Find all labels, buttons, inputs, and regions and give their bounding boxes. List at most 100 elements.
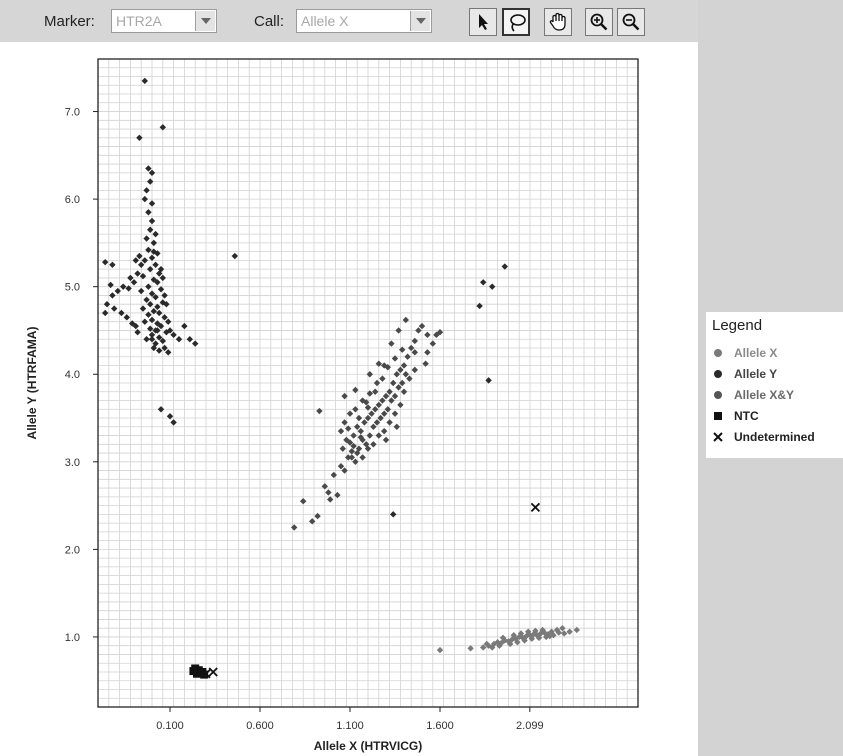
- data-point-allele-x: [507, 640, 514, 648]
- zoom-in-tool-button[interactable]: [585, 8, 613, 36]
- data-point-allele-x-y: [370, 423, 377, 430]
- data-point-allele-y: [147, 300, 154, 308]
- data-point-allele-y: [107, 281, 114, 289]
- circle-marker-icon: [712, 368, 724, 380]
- data-point-allele-x-y: [363, 399, 370, 406]
- y-tick-label: 2.0: [65, 544, 80, 556]
- data-point-allele-x-y: [337, 427, 345, 435]
- data-point-allele-y: [175, 336, 183, 343]
- data-point-allele-x-y: [379, 375, 386, 382]
- data-point-allele-y: [166, 327, 174, 334]
- series-undetermined: [201, 502, 541, 679]
- data-point-allele-x: [566, 628, 573, 635]
- data-point-allele-x-y: [354, 449, 361, 457]
- data-point-allele-x-y: [348, 454, 355, 461]
- data-point-allele-x-y: [393, 423, 400, 430]
- data-point-allele-y: [159, 274, 166, 282]
- data-points: [102, 77, 580, 679]
- data-point-allele-x-y: [352, 406, 359, 413]
- data-point-allele-x-y: [424, 349, 431, 356]
- data-point-allele-y: [134, 270, 141, 277]
- data-point-allele-x-y: [377, 414, 384, 422]
- data-point-allele-y: [161, 292, 168, 299]
- data-point-allele-x: [496, 642, 503, 649]
- lasso-tool-button[interactable]: [502, 8, 530, 36]
- data-point-allele-x: [517, 630, 525, 637]
- data-point-allele-x: [490, 640, 498, 648]
- data-point-allele-x-y: [364, 414, 372, 422]
- data-point-allele-x-y: [395, 327, 402, 334]
- data-point-allele-x-y: [364, 404, 372, 411]
- data-point-allele-x-y: [350, 442, 357, 450]
- data-point-allele-y: [166, 413, 174, 420]
- data-point-allele-x-y: [366, 432, 373, 439]
- data-point-allele-y: [145, 165, 152, 172]
- data-point-allele-y: [480, 279, 487, 286]
- data-point-allele-y: [130, 279, 138, 286]
- data-point-allele-x-y: [411, 349, 418, 356]
- zoom-out-icon: [622, 13, 640, 31]
- data-point-allele-x-y: [357, 434, 364, 441]
- data-point-allele-y: [501, 263, 508, 270]
- arrow-pointer-icon: [479, 14, 488, 30]
- data-point-allele-x-y: [321, 483, 328, 490]
- data-point-allele-x-y: [355, 414, 363, 422]
- chevron-down-icon[interactable]: [195, 11, 215, 31]
- data-point-allele-y: [161, 344, 168, 352]
- data-point-allele-x-y: [346, 410, 354, 417]
- data-point-allele-x: [516, 633, 523, 641]
- data-point-allele-x-y: [361, 419, 368, 426]
- select-tool-button[interactable]: [469, 8, 497, 36]
- data-point-allele-y: [138, 287, 145, 295]
- circle-marker-icon: [712, 389, 724, 401]
- data-point-allele-x-y: [381, 427, 388, 435]
- data-point-allele-x: [543, 633, 550, 641]
- data-point-allele-y: [145, 311, 152, 318]
- data-point-allele-y: [141, 77, 148, 85]
- x-tick-label: 0.600: [246, 720, 274, 732]
- data-point-allele-x: [512, 635, 519, 642]
- data-point-allele-x-y: [341, 467, 348, 474]
- pan-tool-button[interactable]: [544, 8, 572, 36]
- data-point-allele-x: [485, 642, 492, 649]
- data-point-allele-y: [485, 377, 492, 384]
- data-point-allele-x-y: [375, 401, 382, 409]
- data-point-allele-x-y: [375, 360, 382, 367]
- data-point-allele-x: [528, 635, 535, 642]
- data-point-allele-y: [148, 331, 156, 339]
- data-point-allele-x: [489, 644, 496, 651]
- data-point-allele-y: [157, 406, 165, 413]
- data-point-allele-y: [145, 283, 152, 290]
- call-select[interactable]: Allele X: [296, 9, 432, 33]
- data-point-allele-y: [186, 336, 193, 343]
- data-point-allele-x: [535, 634, 543, 642]
- data-point-allele-x: [573, 626, 580, 634]
- data-point-allele-x-y: [415, 327, 422, 334]
- data-point-allele-x-y: [341, 392, 348, 400]
- data-point-allele-x-y: [354, 423, 361, 430]
- data-point-allele-x-y: [352, 458, 359, 466]
- data-point-allele-x-y: [343, 436, 350, 444]
- x-marker-icon: [712, 431, 724, 443]
- chevron-down-icon[interactable]: [410, 11, 430, 31]
- legend-item-label: Allele Y: [734, 367, 778, 381]
- data-point-allele-x-y: [390, 379, 397, 387]
- marker-label: Marker:: [44, 13, 95, 30]
- scatter-plot[interactable]: 1.0 2.0 3.0 4.0 5.0 6.0 7.0 0.100 0.600 1.100 1.60…: [0, 42, 698, 756]
- data-point-allele-x: [519, 634, 526, 642]
- data-point-allele-x-y: [404, 353, 411, 360]
- data-point-allele-x-y: [382, 392, 390, 400]
- legend-item-label: Allele X&Y: [734, 388, 795, 402]
- data-point-undetermined: [530, 502, 541, 512]
- data-point-allele-x-y: [388, 340, 395, 347]
- zoom-out-tool-button[interactable]: [617, 8, 645, 36]
- data-point-allele-y: [148, 336, 156, 343]
- y-tick-label: 6.0: [65, 194, 80, 206]
- x-axis-title: Allele X (HTRVICG): [314, 739, 422, 753]
- data-point-allele-y: [489, 283, 496, 290]
- data-point-allele-x-y: [334, 491, 341, 499]
- data-point-allele-x-y: [348, 448, 355, 455]
- marker-select[interactable]: HTR2A: [111, 9, 217, 33]
- data-point-allele-x: [494, 639, 501, 646]
- data-point-allele-y: [148, 290, 156, 297]
